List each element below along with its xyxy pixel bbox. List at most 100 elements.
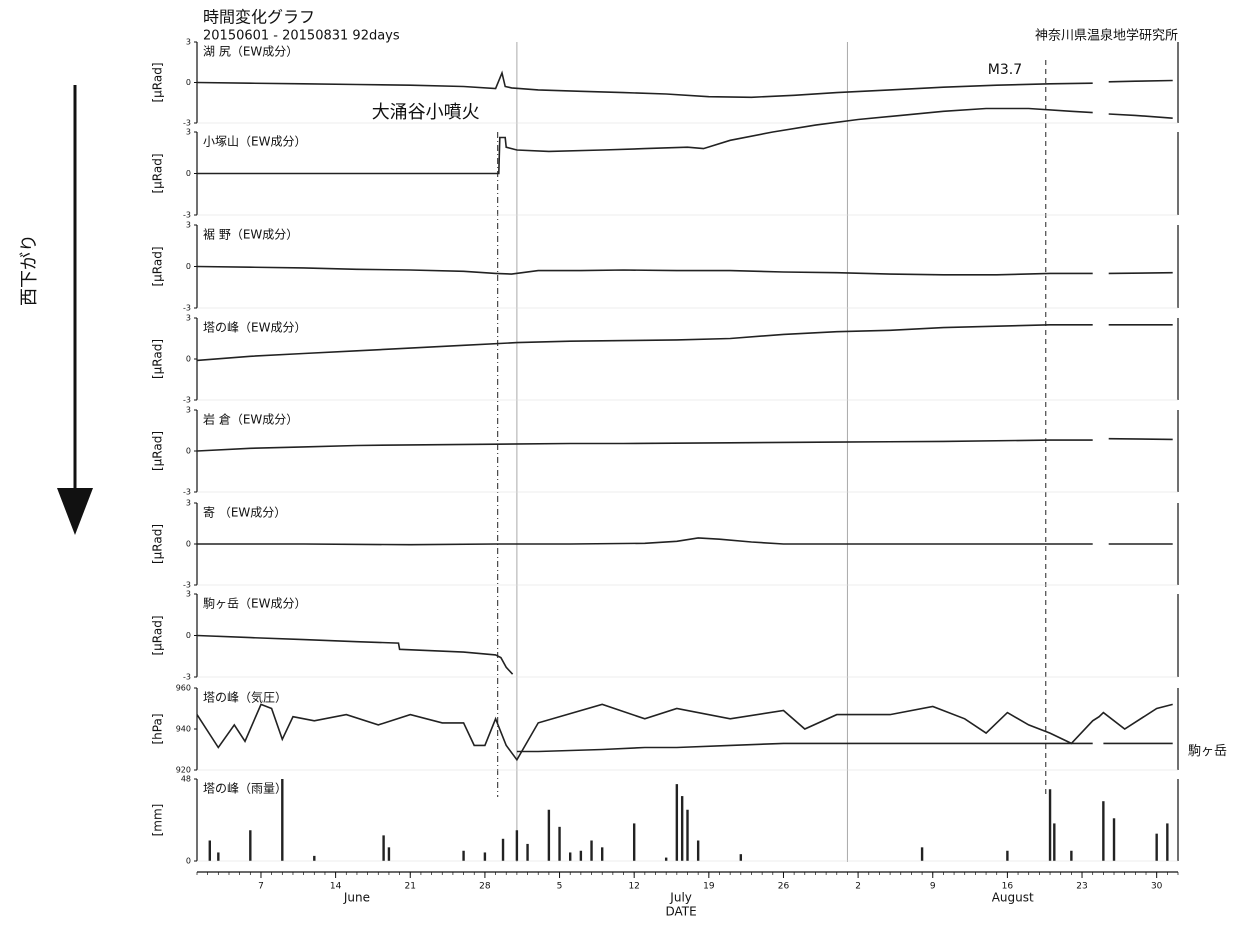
- data-line: [196, 324, 1173, 362]
- y-axis-label: [μRad]: [151, 524, 165, 564]
- y-tick-label: 940: [176, 725, 191, 734]
- rain-bar: [1006, 850, 1009, 861]
- rain-bar: [1166, 823, 1169, 861]
- y-axis-label: [μRad]: [151, 153, 165, 193]
- data-line: [196, 703, 1173, 762]
- x-axis-label: DATE: [665, 905, 696, 919]
- y-tick-label: 0: [186, 262, 191, 271]
- rain-bar: [249, 830, 252, 861]
- rain-bar: [313, 855, 316, 861]
- y-tick-label: -3: [183, 304, 191, 313]
- y-tick-label: 0: [186, 857, 191, 866]
- rain-bar: [579, 850, 583, 861]
- source: 神奈川県温泉地学研究所: [1035, 28, 1178, 44]
- y-tick-label: -3: [183, 673, 191, 682]
- y-tick-label: 3: [186, 590, 191, 599]
- series-label: 駒ヶ岳: [1188, 744, 1227, 759]
- y-axis-label: [mm]: [151, 804, 165, 837]
- rain-bar: [675, 784, 679, 861]
- y-tick-label: 960: [176, 684, 191, 693]
- rain-bar: [515, 830, 519, 861]
- data-line: [196, 265, 1173, 276]
- rain-bar: [382, 835, 385, 861]
- y-tick-label: 3: [186, 221, 191, 230]
- y-tick-label: 0: [186, 631, 191, 640]
- rain-bar: [920, 847, 924, 861]
- y-axis-label: [μRad]: [151, 431, 165, 471]
- panel-title: 塔の峰（EW成分）: [203, 321, 306, 335]
- y-axis-label: [μRad]: [151, 62, 165, 102]
- rain-bar: [387, 847, 391, 861]
- rain-bar: [1112, 818, 1116, 861]
- event-label: M3.7: [988, 62, 1022, 78]
- rain-bar: [208, 840, 211, 861]
- y-tick-label: 3: [186, 406, 191, 415]
- subtitle: 20150601 - 20150831 92days: [203, 29, 400, 44]
- panel-title: 駒ヶ岳（EW成分）: [203, 597, 306, 611]
- rain-bar: [526, 843, 529, 861]
- rain-bar: [1048, 789, 1052, 861]
- x-tick-label: 28: [479, 882, 491, 892]
- x-tick-label: 30: [1151, 882, 1163, 892]
- rain-bar: [281, 779, 284, 861]
- x-tick-label: 9: [930, 882, 936, 892]
- y-tick-label: 3: [186, 499, 191, 508]
- x-tick-label: 19: [703, 882, 715, 892]
- data-line: [197, 107, 1173, 175]
- month-label: August: [992, 891, 1034, 905]
- x-tick-label: 16: [1002, 882, 1014, 892]
- y-tick-label: -3: [183, 119, 191, 128]
- x-tick-label: 2: [855, 882, 861, 892]
- rain-bar: [558, 826, 561, 861]
- y-tick-label: -3: [183, 211, 191, 220]
- rain-bar: [569, 852, 572, 861]
- y-tick-label: -3: [183, 581, 191, 590]
- month-label: June: [343, 891, 370, 905]
- y-tick-label: 0: [186, 540, 191, 549]
- panel-title: 塔の峰（気圧）: [203, 690, 287, 705]
- y-tick-label: -3: [183, 396, 191, 405]
- rain-bar: [686, 809, 689, 861]
- chart-title: 時間変化グラフ: [203, 8, 315, 27]
- y-tick-label: 920: [176, 766, 191, 775]
- event-label: 大涌谷小噴火: [372, 102, 480, 123]
- rain-bar: [739, 854, 743, 861]
- month-label: July: [669, 891, 692, 905]
- panel-title: 小塚山（EW成分）: [203, 135, 306, 149]
- x-tick-label: 14: [330, 882, 342, 892]
- panel-title: 湖 尻（EW成分）: [203, 44, 298, 59]
- rain-bar: [217, 852, 220, 861]
- data-line: [196, 437, 1173, 452]
- rain-bar: [1053, 823, 1056, 861]
- rain-bar: [1102, 801, 1105, 861]
- y-axis-label: [μRad]: [151, 615, 165, 655]
- panel-title: 岩 倉（EW成分）: [203, 412, 298, 427]
- rain-bar: [696, 840, 700, 861]
- x-tick-label: 26: [778, 882, 790, 892]
- y-tick-label: 48: [181, 775, 191, 784]
- side-label: 西下がり: [19, 234, 40, 306]
- y-tick-label: 0: [186, 355, 191, 364]
- y-tick-label: 3: [186, 38, 191, 47]
- y-axis-label: [hPa]: [151, 713, 165, 744]
- y-tick-label: 0: [186, 78, 191, 87]
- y-tick-label: 3: [186, 314, 191, 323]
- rain-bar: [1155, 833, 1158, 861]
- data-line: [197, 537, 1173, 546]
- rain-bar: [680, 796, 684, 861]
- rain-bar: [664, 857, 668, 861]
- rain-bar: [501, 838, 505, 861]
- arrow-head: [57, 488, 93, 535]
- rain-bar: [600, 847, 604, 861]
- panel-title: 寄 （EW成分）: [203, 505, 286, 520]
- y-tick-label: 3: [186, 128, 191, 137]
- rain-bar: [483, 852, 487, 861]
- x-tick-label: 5: [557, 882, 563, 892]
- rain-bar: [462, 850, 465, 861]
- x-tick-label: 21: [405, 882, 416, 892]
- y-axis-label: [μRad]: [151, 246, 165, 286]
- x-tick-label: 23: [1076, 882, 1087, 892]
- data-line: [516, 742, 1173, 753]
- rain-bar: [632, 823, 636, 861]
